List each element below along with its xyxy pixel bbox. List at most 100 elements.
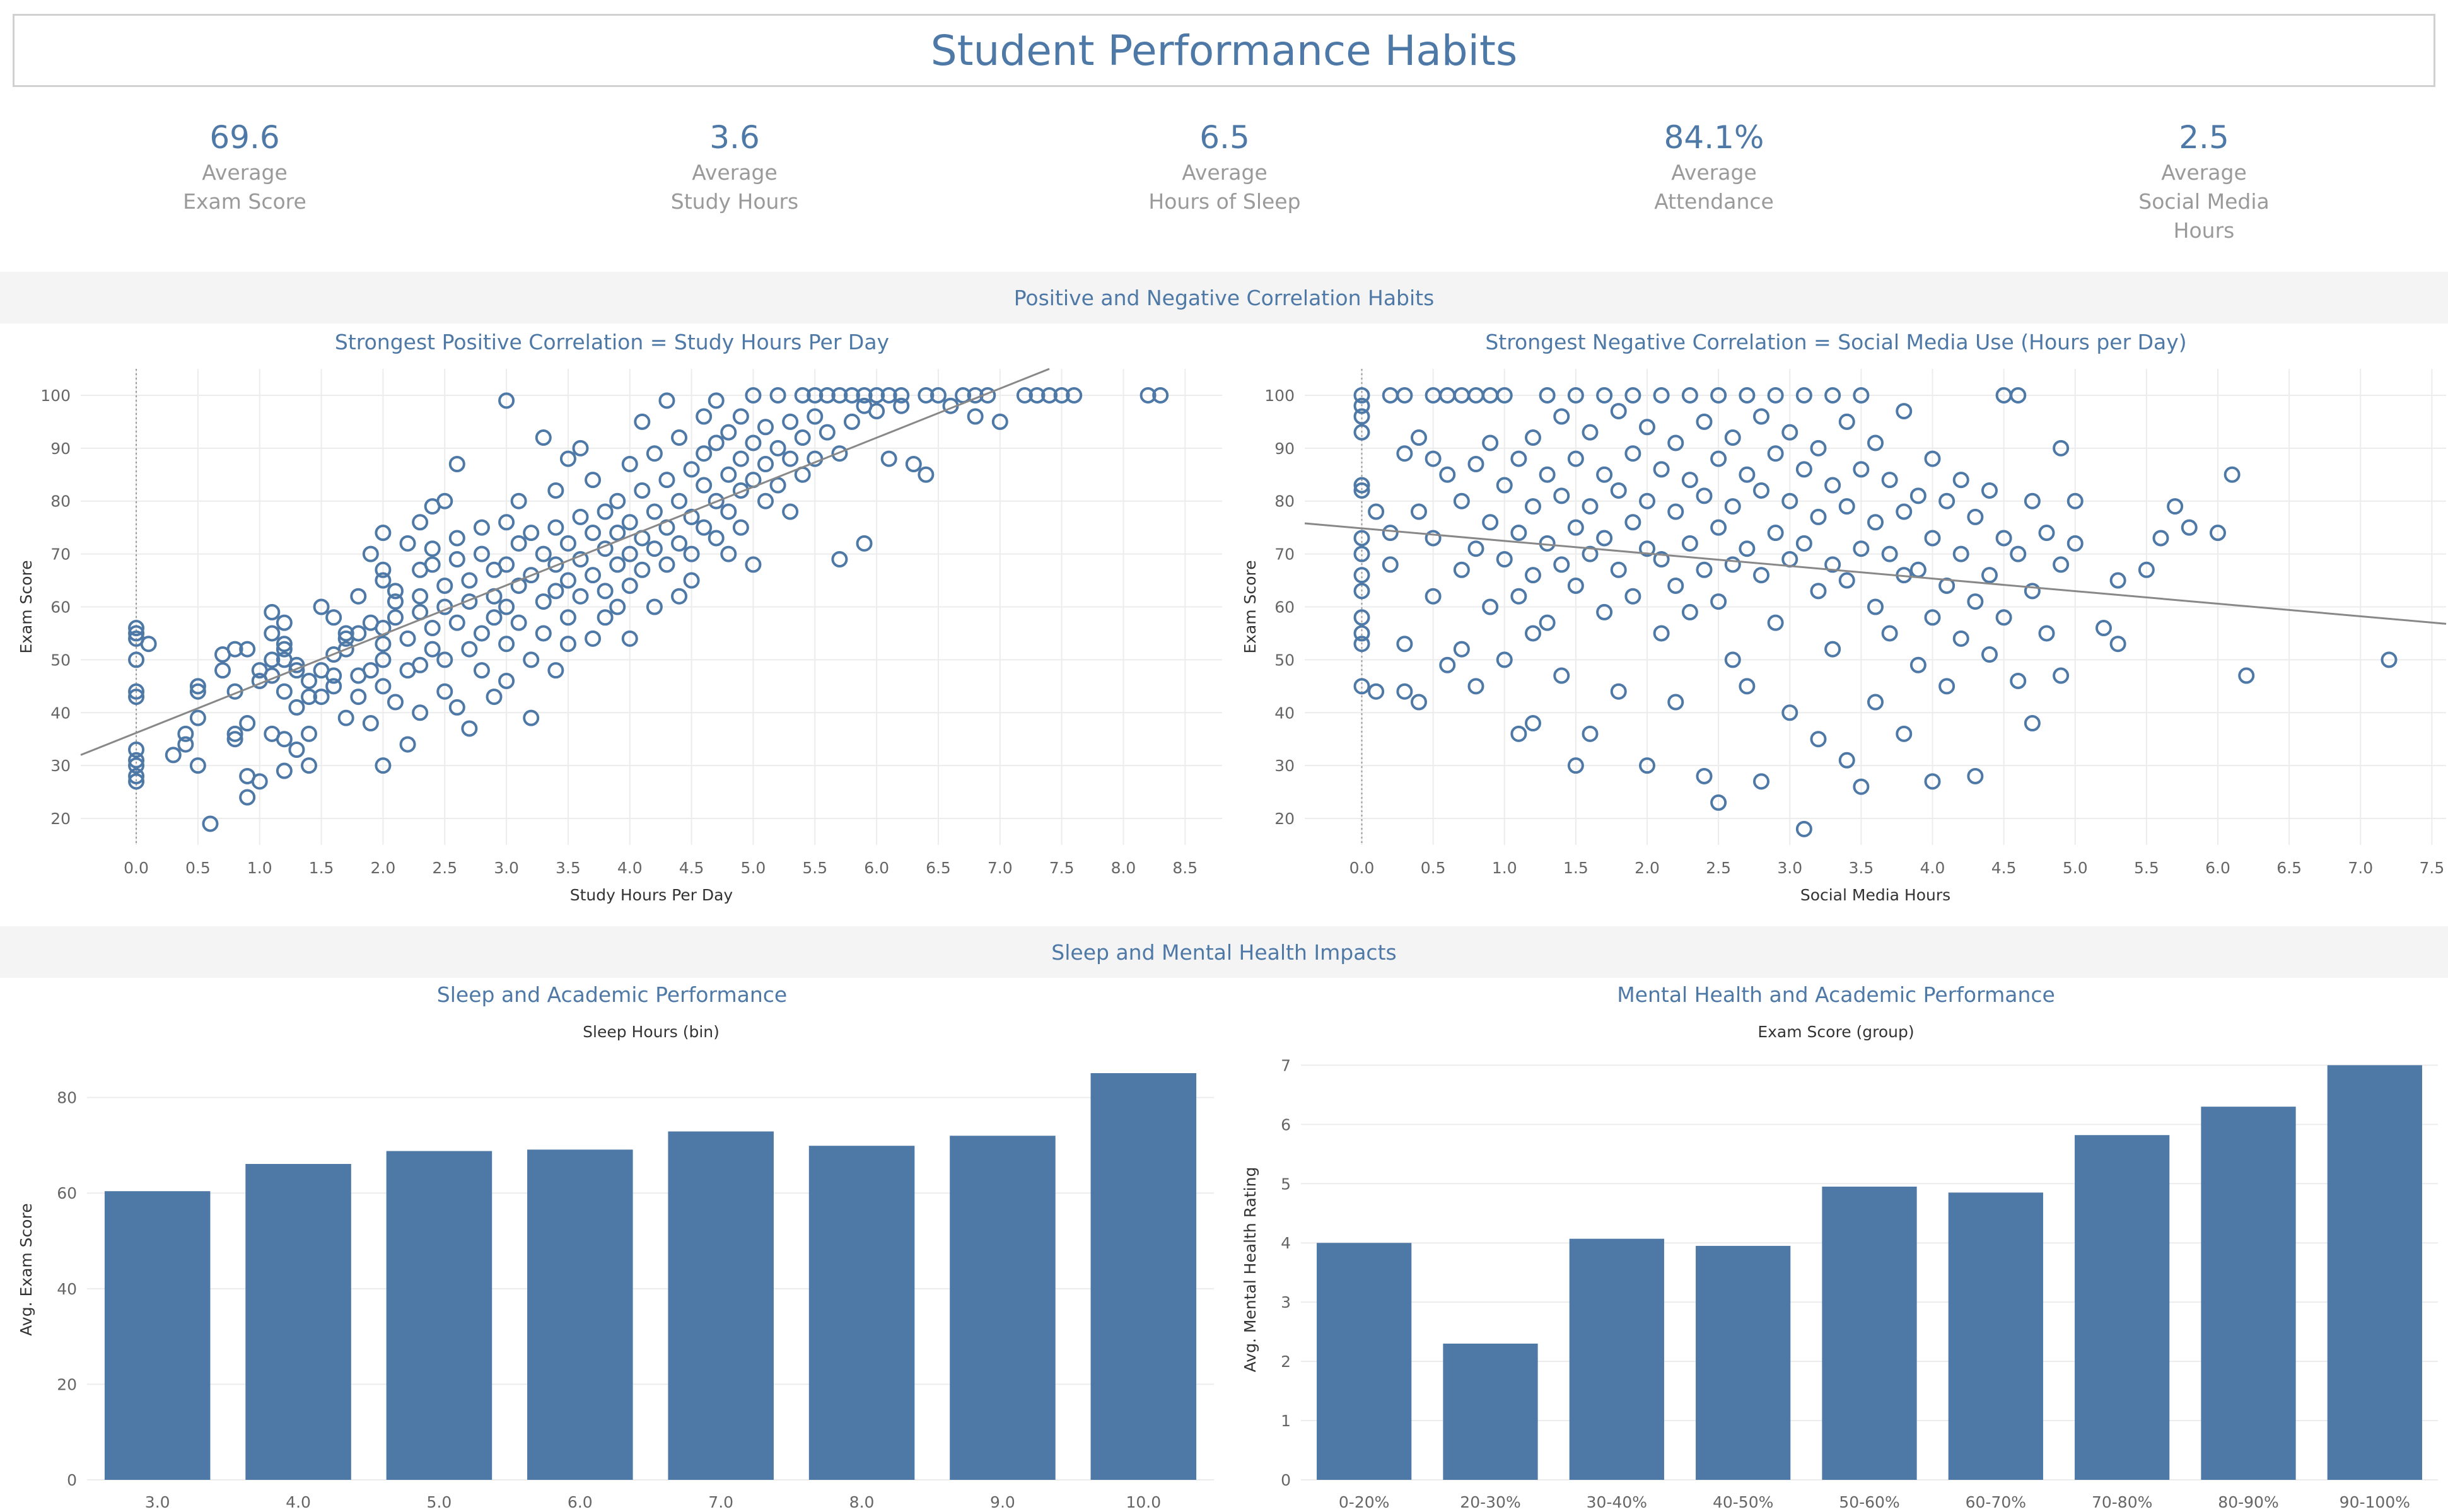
x-tick-label: 8.5 (1172, 859, 1198, 877)
scatter-point (1938, 678, 1955, 695)
scatter-point (1696, 767, 1713, 784)
scatter-point (1482, 434, 1499, 451)
scatter-point (375, 651, 392, 668)
x-tick-label: 0.0 (124, 859, 149, 877)
x-tick-label: 5.5 (2134, 859, 2159, 877)
dashboard-title-box: Student Performance Habits (13, 14, 2435, 87)
scatter-point (1439, 656, 1456, 673)
scatter-point (2167, 498, 2184, 515)
x-tick-label: 0.5 (185, 859, 211, 877)
scatter-point (1924, 530, 1941, 547)
scatter-point (559, 572, 576, 589)
x-tick-label: 6.0 (568, 1493, 593, 1511)
scatter-point (1981, 567, 1998, 584)
scatter-point (1582, 498, 1599, 515)
scatter-point (535, 593, 552, 610)
scatter-point (350, 625, 367, 642)
x-tick-label: 60-70% (1966, 1493, 2026, 1511)
mental-health-bar-chart: 0 1 2 3 4 5 6 7 Avg. Mental Health Rating 0-20% 20… (1241, 1056, 2438, 1511)
scatter-point (893, 387, 910, 404)
scatter-point (276, 636, 293, 653)
scatter-point (1667, 503, 1684, 520)
bar (386, 1151, 493, 1480)
scatter-point (1909, 561, 1926, 578)
scatter-point (1795, 461, 1812, 478)
scatter-point (658, 392, 675, 409)
x-tick-label: 40-50% (1713, 1493, 1773, 1511)
scatter-point (1368, 683, 1385, 700)
kpi-label-line2: Hours of Sleep (1148, 189, 1301, 214)
y-tick-label: 50 (1274, 651, 1295, 669)
scatter-point (535, 429, 552, 446)
scatter-point (448, 614, 465, 631)
kpi-label-line1: Average (692, 160, 778, 185)
bar (2201, 1107, 2296, 1480)
scatter-point (362, 662, 379, 679)
scatter-point (523, 525, 540, 542)
x-tick-label: 3.5 (1848, 859, 1874, 877)
scatter-point (412, 514, 429, 531)
y-tick-label: 80 (1274, 492, 1295, 511)
y-tick-label: 60 (50, 598, 71, 617)
scatter-point (128, 625, 145, 642)
y-tick-label: 60 (1274, 598, 1295, 617)
scatter-point (2024, 715, 2041, 732)
scatter-point (621, 577, 638, 594)
scatter-point (1881, 625, 1898, 642)
scatter-point (1496, 551, 1513, 567)
y-tick-label: 7 (1281, 1056, 1291, 1074)
scatter-point (1853, 540, 1870, 557)
scatter-point (683, 572, 700, 589)
scatter-point (128, 689, 145, 706)
scatter-point (1938, 577, 1955, 594)
scatter-point (1810, 439, 1827, 457)
scatter-point (683, 508, 700, 525)
scatter-point (276, 683, 293, 700)
scatter-point (1810, 731, 1827, 748)
scatter-point (880, 450, 897, 467)
scatter-point (448, 699, 465, 716)
scatter-point (1624, 588, 1641, 605)
scatter-point (2381, 651, 2398, 668)
scatter-point (1396, 636, 1413, 653)
x-tick-label: 4.0 (286, 1493, 311, 1511)
scatter-point (646, 503, 663, 520)
scatter-point (1553, 667, 1570, 684)
scatter-point (276, 762, 293, 779)
scatter-point (745, 556, 762, 573)
scatter-point (436, 492, 453, 509)
scatter-point (2138, 561, 2155, 578)
scatter-point (646, 540, 663, 557)
scatter-point (1411, 429, 1427, 446)
scatter-point (424, 620, 441, 637)
scatter-point (189, 757, 206, 774)
scatter-point (1781, 424, 1798, 441)
x-axis-title: Social Media Hours (1800, 886, 1950, 904)
scatter-point (1653, 551, 1670, 567)
bar (1443, 1343, 1538, 1480)
scatter-point (572, 588, 589, 605)
scatter-point (1639, 419, 1655, 436)
dashboard-title: Student Performance Habits (930, 26, 1518, 75)
scatter-point (2053, 556, 2070, 573)
scatter-point (2238, 667, 2255, 684)
scatter-point (1824, 641, 1841, 658)
scatter-point (1838, 498, 1855, 515)
scatter-point (1838, 752, 1855, 769)
scatter-point (1041, 387, 1058, 404)
scatter-point (2181, 519, 2198, 536)
scatter-point (1824, 556, 1841, 573)
y-tick-label: 90 (1274, 439, 1295, 458)
kpi-label-line2: Study Hours (670, 189, 799, 214)
scatter-point (399, 630, 416, 647)
scatter-point (226, 731, 243, 748)
scatter-point (1739, 678, 1756, 695)
bar (245, 1163, 351, 1480)
scatter-point (1909, 656, 1926, 673)
scatter-point (2010, 672, 2027, 689)
scatter-point (1681, 472, 1698, 489)
kpi-value: 3.6 (709, 119, 760, 156)
x-tick-label: 1.0 (1492, 859, 1517, 877)
bar (1948, 1192, 2043, 1480)
scatter-point (955, 387, 972, 404)
